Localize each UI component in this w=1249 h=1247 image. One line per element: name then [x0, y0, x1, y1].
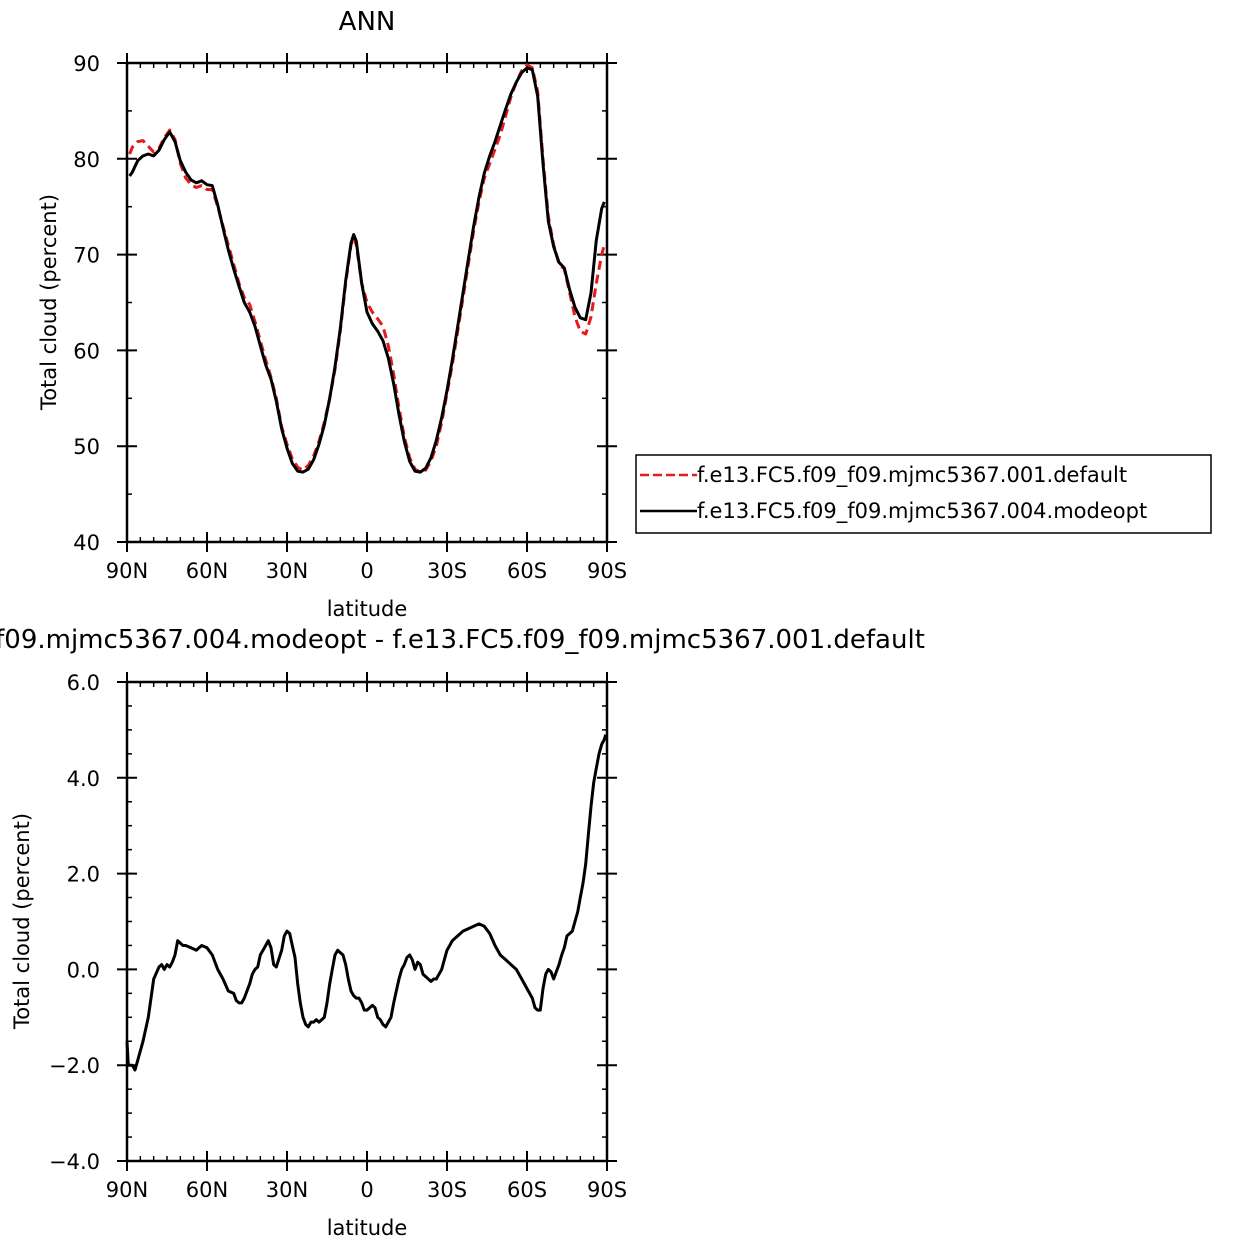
top-y-tick-label: 70	[73, 244, 100, 268]
legend: f.e13.FC5.f09_f09.mjmc5367.001.default f…	[635, 454, 1212, 534]
top-series-line-1	[128, 66, 606, 474]
bottom-x-tick-label: 90S	[587, 1178, 627, 1202]
bottom-y-tick-label: −4.0	[49, 1150, 100, 1174]
bottom-y-tick-label: 6.0	[67, 671, 100, 695]
top-y-tick-label: 80	[73, 148, 100, 172]
top-x-tick-label: 0	[360, 559, 373, 583]
legend-label-default: f.e13.FC5.f09_f09.mjmc5367.001.default	[697, 463, 1127, 488]
top-y-tick-label: 50	[73, 435, 100, 459]
bottom-y-tick-label: 4.0	[67, 767, 100, 791]
bottom-x-tick-label: 60S	[507, 1178, 547, 1202]
top-x-tick-label: 60N	[186, 559, 228, 583]
bottom-y-tick-label: 0.0	[67, 958, 100, 982]
top-series-lines	[128, 63, 606, 474]
bottom-x-tick-label: 30S	[427, 1178, 467, 1202]
top-plot-frame	[125, 61, 609, 544]
bottom-x-tick-label: 90N	[106, 1178, 148, 1202]
bottom-y-tick-label: 2.0	[67, 863, 100, 887]
top-x-tick-label: 90S	[587, 559, 627, 583]
top-y-tick-label: 90	[73, 52, 100, 76]
top-x-tick-label: 30S	[427, 559, 467, 583]
bottom-x-tick-label: 30N	[266, 1178, 308, 1202]
top-x-axis-label: latitude	[327, 597, 408, 621]
top-panel: ANN 90N 60N 30N 0 30S 60S 90S 40 50 60 70 80 90 lati…	[37, 7, 1212, 621]
top-x-tick-label: 30N	[266, 559, 308, 583]
bottom-series-line-0	[125, 734, 608, 1072]
top-x-tick-label: 90N	[106, 559, 148, 583]
bottom-panel: f.e13.FC5.f09_f09.mjmc5367.004.modeopt -…	[0, 625, 925, 1240]
bottom-x-axis-label: latitude	[327, 1216, 408, 1240]
bottom-series-lines	[125, 734, 608, 1072]
top-y-tick-label: 60	[73, 339, 100, 363]
top-axis-ticks: 90N 60N 30N 0 30S 60S 90S 40 50 60 70 80 90	[73, 52, 627, 583]
bottom-y-tick-label: −2.0	[49, 1054, 100, 1078]
legend-box	[635, 454, 1212, 534]
bottom-chart-title: f.e13.FC5.f09_f09.mjmc5367.004.modeopt -…	[0, 625, 925, 655]
bottom-axis-ticks: 90N 60N 30N 0 30S 60S 90S −4.0 −2.0 0.0 2.0 4.0 6.0	[49, 671, 627, 1202]
top-chart-title: ANN	[339, 7, 396, 37]
bottom-x-tick-label: 60N	[186, 1178, 228, 1202]
top-y-tick-label: 40	[73, 531, 100, 555]
top-x-tick-label: 60S	[507, 559, 547, 583]
bottom-plot-frame	[125, 680, 609, 1163]
bottom-x-tick-label: 0	[360, 1178, 373, 1202]
legend-label-modeopt: f.e13.FC5.f09_f09.mjmc5367.004.modeopt	[697, 499, 1147, 524]
bottom-y-axis-label: Total cloud (percent)	[10, 813, 34, 1030]
top-y-axis-label: Total cloud (percent)	[37, 194, 61, 411]
top-series-line-0	[128, 63, 606, 474]
